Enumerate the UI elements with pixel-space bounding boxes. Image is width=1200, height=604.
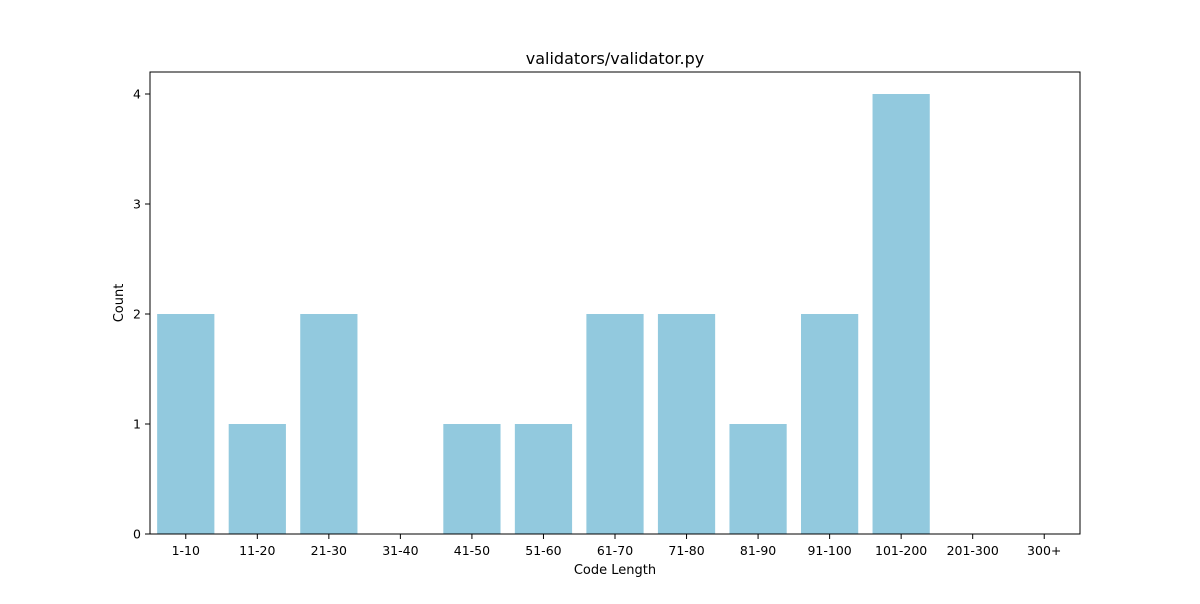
x-tick-label: 71-80: [668, 543, 704, 558]
bar-61-70: [586, 314, 644, 534]
x-tick-label: 1-10: [172, 543, 200, 558]
x-tick-label: 300+: [1027, 543, 1061, 558]
x-tick-label: 21-30: [311, 543, 347, 558]
x-tick-label: 11-20: [239, 543, 275, 558]
bar-41-50: [443, 424, 501, 534]
y-tick-label: 3: [133, 197, 141, 212]
y-axis-ticks: 0 1 2 3 4: [133, 87, 150, 542]
bar-71-80: [657, 314, 716, 534]
x-tick-label: 201-300: [947, 543, 999, 558]
bar-51-60: [514, 424, 573, 534]
bar-11-20: [228, 424, 286, 534]
bar-21-30: [300, 314, 358, 534]
y-tick-label: 1: [133, 417, 141, 432]
x-tick-label: 61-70: [597, 543, 633, 558]
bar-81-90: [729, 424, 787, 534]
y-axis-label: Count: [112, 284, 127, 323]
y-tick-label: 2: [133, 307, 141, 322]
x-tick-label: 51-60: [525, 543, 561, 558]
x-tick-label: 81-90: [740, 543, 776, 558]
y-tick-label: 4: [133, 87, 141, 102]
bar-91-100: [801, 314, 859, 534]
x-axis-label: Code Length: [574, 563, 656, 578]
x-tick-label: 91-100: [807, 543, 851, 558]
x-axis-ticks: 1-10 11-20 21-30 31-40 41-50 51-60 61-70 71-80 8…: [172, 534, 1061, 558]
x-tick-label: 31-40: [382, 543, 418, 558]
chart-title: validators/validator.py: [526, 49, 705, 68]
bar-1-10: [157, 314, 215, 534]
bar-101-200: [872, 94, 930, 534]
bars-group: [157, 94, 930, 534]
x-tick-label: 101-200: [875, 543, 927, 558]
y-tick-label: 0: [133, 527, 141, 542]
x-tick-label: 41-50: [454, 543, 490, 558]
